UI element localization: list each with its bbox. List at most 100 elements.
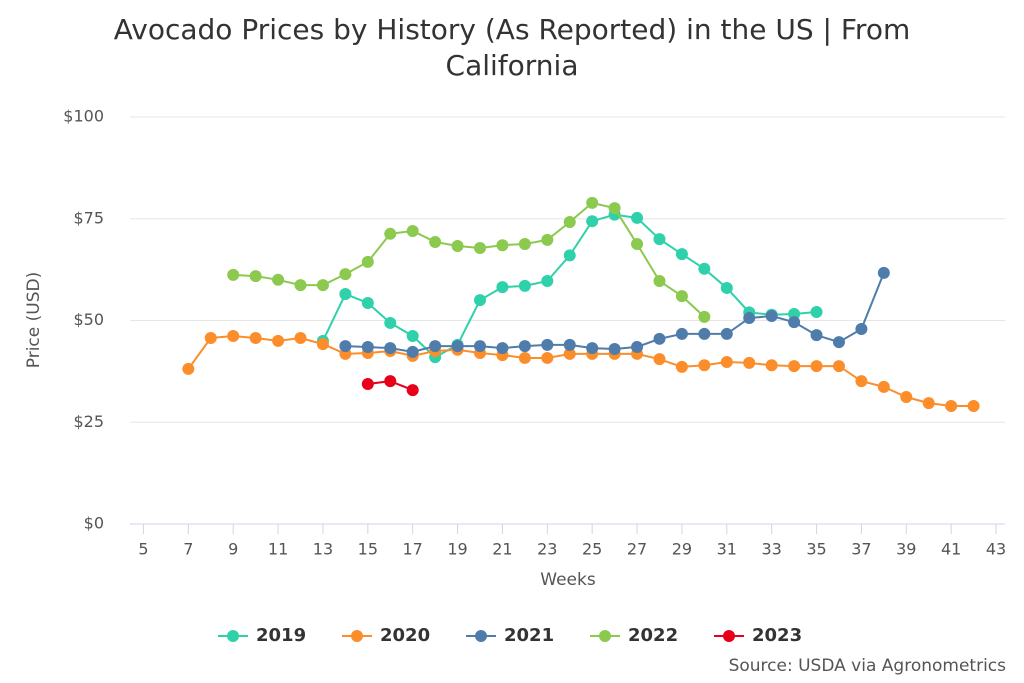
x-tick-label: 27	[627, 540, 647, 559]
x-tick-label: 37	[851, 540, 871, 559]
legend-label: 2020	[380, 625, 430, 646]
series-line	[322, 213, 817, 359]
data-point	[765, 359, 778, 372]
data-point	[272, 334, 285, 347]
data-point	[608, 342, 621, 355]
data-point	[653, 233, 666, 246]
data-point	[810, 305, 823, 318]
data-point	[810, 329, 823, 342]
x-tick-label: 21	[492, 540, 512, 559]
data-point	[563, 347, 576, 360]
data-point	[945, 399, 958, 412]
data-point	[877, 380, 890, 393]
data-point	[922, 397, 935, 410]
x-tick-label: 31	[717, 540, 737, 559]
legend-label: 2022	[628, 625, 678, 646]
data-point	[698, 359, 711, 372]
data-point	[518, 279, 531, 292]
legend-marker	[723, 630, 735, 642]
data-point	[698, 327, 711, 340]
data-point	[204, 332, 217, 345]
data-point	[541, 233, 554, 246]
data-point	[339, 288, 352, 301]
x-tick-label: 7	[183, 540, 193, 559]
data-point	[586, 196, 599, 209]
y-tick-label: $25	[73, 412, 104, 431]
data-point	[406, 329, 419, 342]
data-point	[608, 202, 621, 215]
data-point	[720, 356, 733, 369]
data-point	[496, 281, 509, 294]
data-point	[474, 294, 486, 307]
data-point	[675, 327, 688, 340]
data-point	[698, 310, 711, 323]
data-point	[631, 211, 644, 224]
y-axis-label: Price (USD)	[24, 272, 44, 368]
data-point	[743, 356, 756, 369]
data-point	[518, 351, 531, 364]
data-point	[384, 375, 397, 388]
data-point	[361, 340, 374, 353]
data-point	[900, 391, 913, 404]
data-point	[541, 275, 554, 288]
data-point	[855, 375, 868, 388]
data-point	[788, 360, 801, 373]
data-point	[384, 316, 397, 329]
data-point	[361, 296, 374, 309]
data-point	[675, 248, 688, 261]
data-point	[720, 281, 733, 294]
data-point	[586, 342, 599, 355]
data-point	[631, 237, 644, 250]
legend-marker	[475, 630, 487, 642]
data-point	[474, 242, 486, 255]
data-point	[563, 249, 576, 262]
x-tick-label: 13	[313, 540, 333, 559]
data-point	[249, 270, 262, 283]
x-tick-label: 33	[761, 540, 781, 559]
x-tick-label: 29	[672, 540, 692, 559]
data-point	[294, 279, 307, 292]
x-tick-label: 23	[537, 540, 557, 559]
data-point	[182, 362, 195, 375]
x-tick-label: 35	[806, 540, 826, 559]
data-point	[518, 237, 531, 250]
data-point	[339, 340, 352, 353]
data-point	[855, 323, 868, 336]
data-point	[361, 377, 374, 390]
data-point	[877, 266, 890, 279]
data-point	[316, 338, 329, 351]
data-point	[653, 353, 666, 366]
legend-label: 2021	[504, 625, 554, 646]
y-tick-label: $100	[63, 107, 104, 126]
data-point	[653, 275, 666, 288]
legend-marker	[227, 630, 239, 642]
data-point	[429, 235, 442, 248]
data-point	[675, 290, 688, 303]
data-point	[451, 340, 464, 353]
data-point	[653, 332, 666, 345]
data-point	[967, 399, 980, 412]
data-point	[294, 332, 307, 345]
data-point	[496, 342, 509, 355]
x-tick-label: 9	[228, 540, 238, 559]
x-tick-label: 15	[358, 540, 378, 559]
data-point	[429, 340, 442, 353]
data-point	[832, 336, 845, 349]
data-point	[675, 360, 688, 373]
data-point	[563, 338, 576, 351]
data-point	[227, 329, 240, 342]
data-point	[406, 384, 419, 397]
x-tick-label: 5	[138, 540, 148, 559]
data-point	[339, 268, 352, 281]
x-tick-label: 39	[896, 540, 916, 559]
legend-label: 2019	[256, 625, 306, 646]
x-tick-label: 43	[986, 540, 1006, 559]
data-point	[765, 310, 778, 323]
data-point	[384, 342, 397, 355]
series-line	[233, 201, 706, 318]
data-point	[272, 273, 285, 286]
data-point	[361, 255, 374, 268]
data-point	[384, 227, 397, 240]
